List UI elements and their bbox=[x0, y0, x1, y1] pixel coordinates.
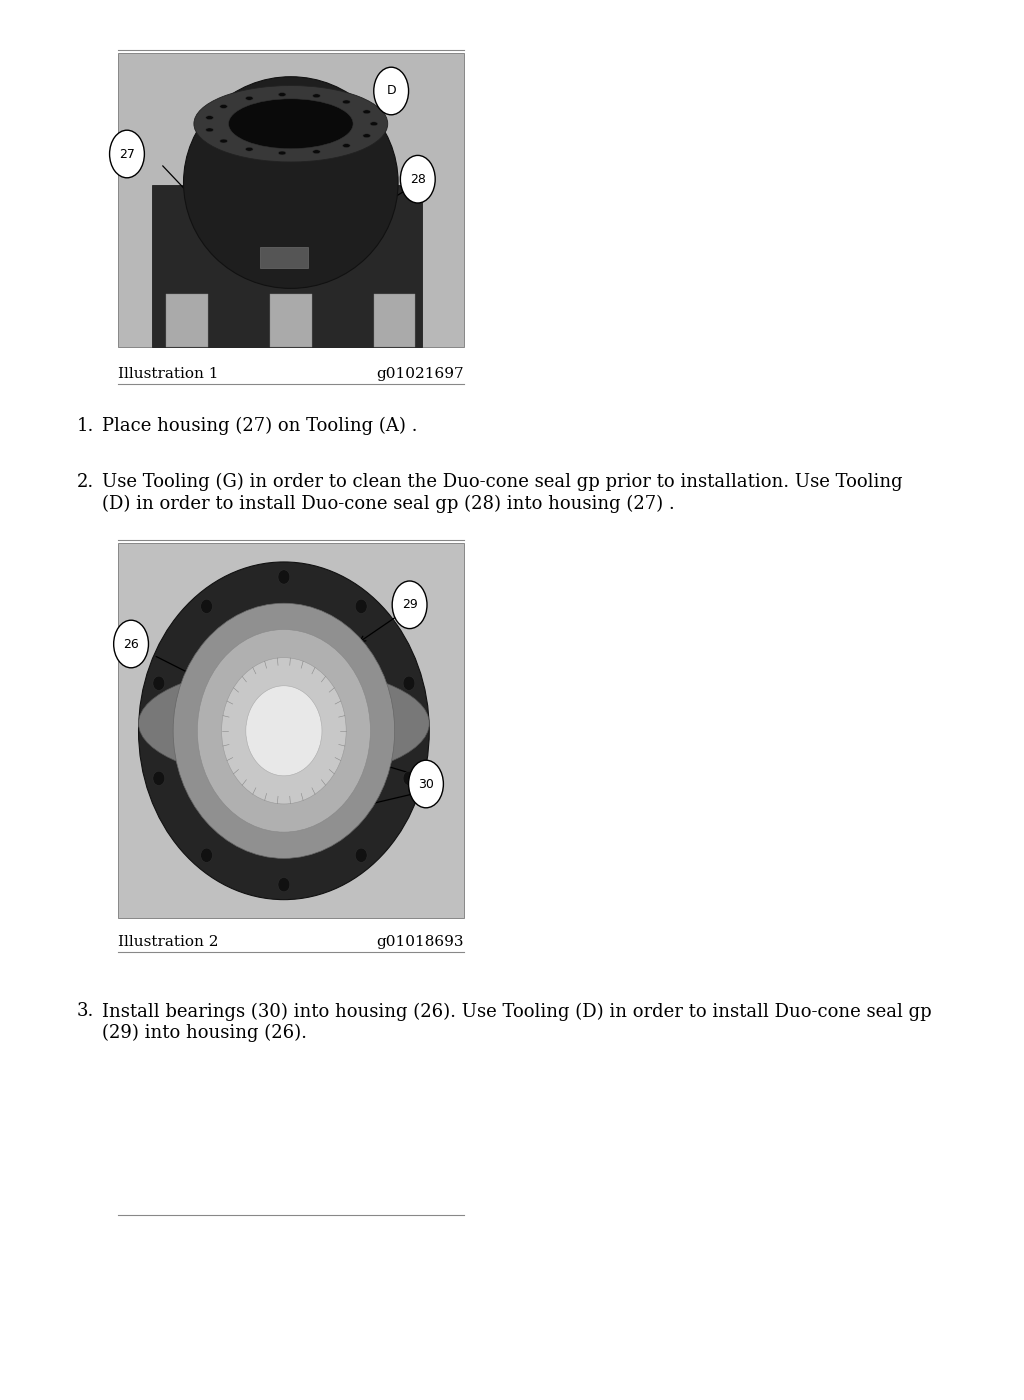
Bar bbox=[118, 53, 464, 347]
Text: 29: 29 bbox=[401, 598, 418, 612]
Bar bbox=[374, 294, 416, 347]
Text: 1.: 1. bbox=[77, 417, 94, 435]
Ellipse shape bbox=[198, 630, 371, 832]
Text: D: D bbox=[386, 84, 396, 98]
Ellipse shape bbox=[343, 99, 350, 104]
Circle shape bbox=[114, 620, 148, 668]
Ellipse shape bbox=[220, 139, 227, 143]
Ellipse shape bbox=[403, 676, 415, 690]
Ellipse shape bbox=[279, 92, 286, 97]
Ellipse shape bbox=[312, 94, 321, 98]
Ellipse shape bbox=[370, 122, 378, 126]
Ellipse shape bbox=[355, 848, 367, 862]
Ellipse shape bbox=[362, 134, 371, 137]
Circle shape bbox=[392, 581, 427, 629]
Text: 28: 28 bbox=[410, 172, 426, 186]
Bar bbox=[118, 543, 464, 918]
Ellipse shape bbox=[173, 603, 394, 858]
Ellipse shape bbox=[220, 105, 227, 108]
Bar bbox=[270, 294, 311, 347]
Ellipse shape bbox=[138, 561, 429, 900]
Ellipse shape bbox=[246, 147, 253, 151]
Text: Illustration 2: Illustration 2 bbox=[118, 935, 218, 949]
Text: 26: 26 bbox=[123, 637, 139, 651]
Text: 30: 30 bbox=[418, 777, 434, 791]
Circle shape bbox=[409, 760, 443, 808]
Bar bbox=[153, 185, 422, 347]
Text: g01021697: g01021697 bbox=[376, 367, 464, 381]
Ellipse shape bbox=[228, 99, 353, 148]
Bar bbox=[166, 294, 208, 347]
Ellipse shape bbox=[343, 144, 350, 147]
Circle shape bbox=[110, 130, 144, 178]
Ellipse shape bbox=[312, 150, 321, 154]
Ellipse shape bbox=[153, 771, 165, 785]
Ellipse shape bbox=[362, 109, 371, 113]
Text: Place housing (27) on Tooling (A) .: Place housing (27) on Tooling (A) . bbox=[102, 417, 418, 435]
Ellipse shape bbox=[206, 127, 213, 132]
Text: Install bearings (30) into housing (26). Use Tooling (D) in order to install Duo: Install bearings (30) into housing (26).… bbox=[102, 1002, 932, 1042]
Circle shape bbox=[374, 67, 409, 115]
Ellipse shape bbox=[278, 570, 290, 584]
Ellipse shape bbox=[403, 771, 415, 785]
Ellipse shape bbox=[221, 658, 346, 804]
Circle shape bbox=[400, 155, 435, 203]
Ellipse shape bbox=[279, 151, 286, 155]
Ellipse shape bbox=[153, 676, 165, 690]
Ellipse shape bbox=[183, 77, 398, 288]
Ellipse shape bbox=[246, 686, 322, 776]
Ellipse shape bbox=[278, 878, 290, 892]
Text: 2.: 2. bbox=[77, 473, 94, 491]
Ellipse shape bbox=[355, 599, 367, 613]
Text: Use Tooling (G) in order to clean the Duo-cone seal gp prior to installation. Us: Use Tooling (G) in order to clean the Du… bbox=[102, 473, 903, 512]
Ellipse shape bbox=[201, 599, 212, 613]
Ellipse shape bbox=[138, 666, 429, 780]
Text: g01018693: g01018693 bbox=[377, 935, 464, 949]
Ellipse shape bbox=[246, 97, 253, 101]
Ellipse shape bbox=[206, 116, 213, 119]
Ellipse shape bbox=[194, 85, 388, 162]
Ellipse shape bbox=[201, 848, 212, 862]
Text: Illustration 1: Illustration 1 bbox=[118, 367, 218, 381]
Text: 27: 27 bbox=[119, 147, 135, 161]
Bar bbox=[260, 248, 308, 267]
Text: 3.: 3. bbox=[77, 1002, 94, 1021]
